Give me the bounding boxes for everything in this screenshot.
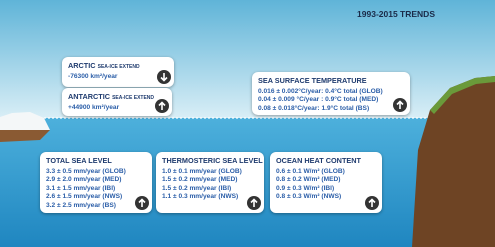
value-line: 0.6 ± 0.1 W/m² (GLOB): [276, 168, 376, 176]
value-line: 3.1 ± 1.5 mm/year (IBI): [46, 185, 146, 193]
heat-content-box: OCEAN HEAT CONTENT 0.6 ± 0.1 W/m² (GLOB)…: [270, 152, 382, 213]
box-subtitle: SEA-ICE EXTEND: [98, 64, 140, 70]
sst-box: SEA SURFACE TEMPERATURE 0.016 ± 0.002°C/…: [252, 72, 410, 115]
arctic-box: ARCTIC SEA-ICE EXTEND -76300 km²/year: [62, 57, 174, 87]
value-line: 1.5 ± 0.2 mm/year (MED): [162, 176, 258, 184]
sea-level-box: TOTAL SEA LEVEL 3.3 ± 0.5 mm/year (GLOB)…: [40, 152, 152, 213]
value-line: 0.08 ± 0.018°C/year: 1.9°C total (BS): [258, 105, 404, 113]
up-arrow-icon: [247, 196, 261, 210]
value-line: 0.9 ± 0.3 W/m² (IBI): [276, 185, 376, 193]
box-title: THERMOSTERIC SEA LEVEL: [162, 156, 258, 165]
value-line: -76300 km²/year: [68, 73, 168, 81]
box-lines: 3.3 ± 0.5 mm/year (GLOB)2.9 ± 2.0 mm/yea…: [46, 168, 146, 210]
up-arrow-icon: [365, 196, 379, 210]
page-title: 1993-2015 TRENDS: [357, 9, 435, 19]
value-line: 2.9 ± 2.0 mm/year (MED): [46, 176, 146, 184]
value-line: 1.5 ± 0.2 mm/year (IBI): [162, 185, 258, 193]
box-subtitle: SEA-ICE EXTEND: [112, 95, 154, 101]
box-lines: 0.6 ± 0.1 W/m² (GLOB)0.8 ± 0.2 W/m² (MED…: [276, 168, 376, 202]
value-line: 0.8 ± 0.3 W/m² (NWS): [276, 193, 376, 201]
box-title: ANTARCTIC SEA-ICE EXTEND: [68, 92, 166, 101]
box-title-main: ANTARCTIC: [68, 92, 110, 101]
box-title-main: ARCTIC: [68, 61, 96, 70]
down-arrow-icon: [157, 70, 171, 84]
infographic: 1993-2015 TRENDS ARCTIC SEA-ICE EXTEND -…: [0, 0, 495, 247]
value-line: 3.3 ± 0.5 mm/year (GLOB): [46, 168, 146, 176]
box-title: ARCTIC SEA-ICE EXTEND: [68, 61, 168, 70]
box-lines: +44900 km²/year: [68, 104, 166, 112]
value-line: 1.1 ± 0.3 mm/year (NWS): [162, 193, 258, 201]
up-arrow-icon: [155, 99, 169, 113]
box-title: SEA SURFACE TEMPERATURE: [258, 76, 404, 85]
value-line: 2.6 ± 1.5 mm/year (NWS): [46, 193, 146, 201]
box-lines: -76300 km²/year: [68, 73, 168, 81]
up-arrow-icon: [393, 98, 407, 112]
box-title: TOTAL SEA LEVEL: [46, 156, 146, 165]
value-line: 0.8 ± 0.2 W/m² (MED): [276, 176, 376, 184]
box-lines: 1.0 ± 0.1 mm/year (GLOB)1.5 ± 0.2 mm/yea…: [162, 168, 258, 202]
box-title: OCEAN HEAT CONTENT: [276, 156, 376, 165]
value-line: 3.2 ± 2.5 mm/year (BS): [46, 202, 146, 210]
value-line: +44900 km²/year: [68, 104, 166, 112]
up-arrow-icon: [135, 196, 149, 210]
value-line: 0.04 ± 0.009 °C/year : 0.9°C total (MED): [258, 96, 404, 104]
box-lines: 0.016 ± 0.002°C/year: 0.4°C total (GLOB)…: [258, 88, 404, 113]
thermosteric-box: THERMOSTERIC SEA LEVEL 1.0 ± 0.1 mm/year…: [156, 152, 264, 213]
antarctic-box: ANTARCTIC SEA-ICE EXTEND +44900 km²/year: [62, 88, 172, 116]
value-line: 1.0 ± 0.1 mm/year (GLOB): [162, 168, 258, 176]
